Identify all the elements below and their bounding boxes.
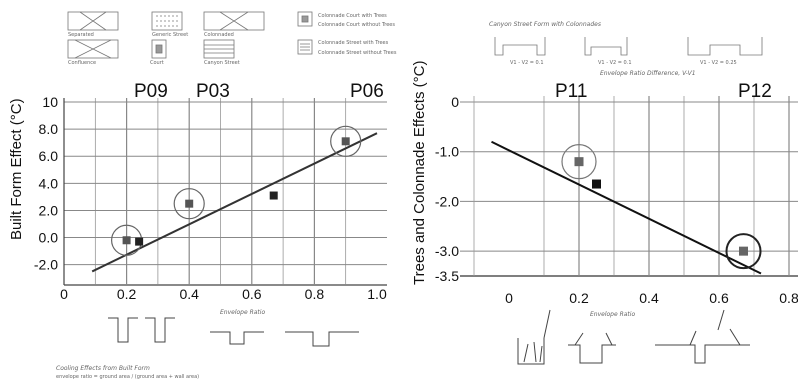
legend-label-4: Colonnade Court without Trees	[318, 22, 395, 28]
left-y-tick-2: 6.0	[39, 148, 59, 164]
legend-label-7: Canyon Street	[204, 60, 240, 66]
right-y-tick-labels: 0 -1.0 -2.0 -3.0 -3.5	[435, 94, 459, 284]
right-x-tick-0: 0	[505, 290, 513, 306]
canyon-subtitle: Envelope Ratio Difference, V-V1	[600, 70, 696, 77]
left-highlight-circle-P03	[173, 188, 205, 220]
left-point-label-P06: P06	[350, 81, 384, 102]
left-point-label-P03: P03	[196, 81, 230, 102]
left-y-tick-1: 8.0	[39, 121, 59, 137]
right-x-axis-label: Envelope Ratio	[590, 311, 635, 318]
canyon-label-1: V1 - V2 = 0.1	[510, 60, 544, 66]
right-y-tick-3: -3.0	[435, 243, 459, 259]
legend-labels-left: Separated Generic Street Colonnaded Colonna…	[68, 13, 397, 66]
left-point-4	[341, 137, 350, 146]
right-x-tick-3: 0.6	[709, 290, 729, 306]
legend-label-6: Court	[150, 60, 164, 66]
legend-sketches-left	[67, 11, 313, 59]
left-x-tick-2: 0.4	[179, 286, 199, 302]
left-x-tick-5: 1.0	[367, 286, 387, 302]
legend-label-2: Colonnaded	[204, 32, 234, 38]
legend-label-5: Confluence	[68, 60, 96, 66]
left-x-tick-1: 0.2	[117, 286, 137, 302]
right-data-marks: P11 P12	[491, 81, 772, 275]
left-y-tick-5: 0.0	[39, 230, 59, 246]
right-point-1	[592, 179, 601, 189]
left-caption-title: Cooling Effects from Built Form	[56, 365, 150, 372]
left-caption-formula: envelope ratio = ground area / (ground a…	[56, 374, 199, 380]
left-highlight-circle-P06	[330, 125, 362, 157]
right-y-tick-4: -3.5	[435, 268, 459, 284]
legend-label-9: Colonnade Street without Trees	[318, 50, 397, 56]
left-point-0	[122, 236, 131, 245]
left-point-label-P09: P09	[134, 81, 168, 102]
canyon-label-2: V1 - V2 = 0.1	[598, 60, 632, 66]
right-y-tick-2: -2.0	[435, 193, 459, 209]
right-x-tick-2: 0.4	[639, 290, 659, 306]
left-x-tick-0: 0	[60, 286, 68, 302]
canyon-title: Canyon Street Form with Colonnades	[489, 21, 601, 28]
tree-colonnade-sketches	[517, 309, 750, 365]
right-highlight-circle-P11	[561, 144, 597, 180]
left-y-axis-label: Built Form Effect (°C)	[8, 98, 25, 240]
right-x-tick-4: 0.8	[779, 290, 798, 306]
left-y-tick-4: 2.0	[39, 202, 59, 218]
right-plot-grid	[460, 96, 798, 277]
right-highlight-circle-P12	[725, 233, 762, 270]
right-y-tick-0: 0	[451, 94, 459, 110]
left-plot-grid	[63, 98, 387, 286]
right-y-axis-label: Trees and Colonnade Effects (°C)	[411, 61, 428, 285]
legend-label-8: Colonnade Street with Trees	[318, 40, 389, 46]
left-y-tick-3: 4.0	[39, 175, 59, 191]
canyon-label-3: V1 - V2 = 0.25	[700, 60, 737, 66]
right-point-2	[739, 246, 748, 256]
right-point-label-P11: P11	[555, 81, 587, 102]
cooling-sketches	[108, 317, 359, 347]
left-x-tick-4: 0.8	[305, 286, 325, 302]
left-point-2	[185, 199, 194, 208]
right-x-tick-1: 0.2	[569, 290, 589, 306]
left-y-tick-labels: 10 8.0 6.0 4.0 2.0 0.0 -2.0	[34, 94, 58, 273]
legend-label-3: Colonnade Court with Trees	[318, 13, 387, 19]
legend-label-0: Separated	[68, 32, 94, 38]
right-point-label-P12: P12	[738, 81, 772, 102]
right-y-tick-1: -1.0	[435, 144, 459, 160]
right-x-tick-labels: 0 0.2 0.4 0.6 0.8	[505, 290, 798, 306]
left-point-3	[269, 191, 278, 200]
canyon-sketches	[494, 37, 763, 56]
left-y-tick-0: 10	[42, 94, 58, 110]
right-point-0	[574, 157, 584, 167]
left-y-tick-6: -2.0	[34, 257, 58, 273]
left-data-marks: P09 P03 P06	[91, 81, 384, 273]
right-trendline	[491, 140, 762, 275]
left-trendline	[91, 132, 378, 273]
left-point-1	[135, 237, 144, 246]
legend-label-1: Generic Street	[152, 32, 188, 38]
left-x-axis-label: Envelope Ratio	[220, 309, 265, 316]
left-x-tick-labels: 0 0.2 0.4 0.6 0.8 1.0	[60, 286, 387, 302]
left-x-tick-3: 0.6	[242, 286, 262, 302]
